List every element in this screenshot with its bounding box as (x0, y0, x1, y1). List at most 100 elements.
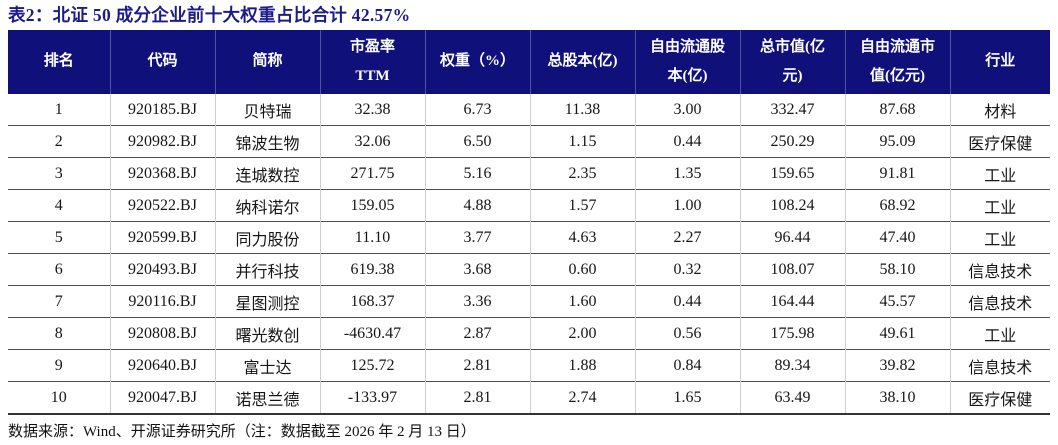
cell-name: 星图测控 (214, 285, 320, 318)
cell-name: 并行科技 (214, 253, 320, 286)
cell-weight_pct: 3.77 (424, 221, 530, 254)
cell-code: 920185.BJ (109, 94, 215, 126)
cell-free_float_market_cap: 68.92 (844, 189, 950, 222)
table-row: 8 920808.BJ 曙光数创 -4630.47 2.87 2.00 0.56 175.98… (8, 317, 1050, 350)
table-row: 5 920599.BJ 同力股份 11.10 3.77 4.63 2.27 96.44 47.4… (8, 221, 1050, 254)
cell-weight_pct: 6.50 (424, 125, 530, 158)
cell-free_float_market_cap: 39.82 (844, 349, 950, 382)
cell-industry: 医疗保健 (949, 125, 1050, 158)
cell-weight_pct: 2.87 (424, 317, 530, 350)
cell-pe_ttm: 271.75 (319, 157, 425, 190)
cell-total_market_cap: 108.24 (739, 189, 845, 222)
cell-free_float_market_cap: 87.68 (844, 94, 950, 126)
table-row: 7 920116.BJ 星图测控 168.37 3.36 1.60 0.44 164.44 45… (8, 285, 1050, 318)
table-row: 1 920185.BJ 贝特瑞 32.38 6.73 11.38 3.00 332.47 87.… (8, 94, 1050, 126)
cell-weight_pct: 5.16 (424, 157, 530, 190)
column-header-industry: 行业 (949, 30, 1050, 94)
cell-free_float_market_cap: 95.09 (844, 125, 950, 158)
cell-free_float_market_cap: 45.57 (844, 285, 950, 318)
cell-rank: 7 (8, 285, 110, 318)
table-row: 4 920522.BJ 纳科诺尔 159.05 4.88 1.57 1.00 108.24 68… (8, 189, 1050, 222)
table-row: 3 920368.BJ 连城数控 271.75 5.16 2.35 1.35 159.65 91… (8, 157, 1050, 190)
table-row: 6 920493.BJ 并行科技 619.38 3.68 0.60 0.32 108.07 58… (8, 253, 1050, 286)
cell-code: 920640.BJ (109, 349, 215, 382)
cell-free_float_shares: 1.35 (634, 157, 740, 190)
constituents-table: 排名 代码 简称 市盈率 TTM 权重（%） 总股本(亿) 自由流通股 本(亿) 总市值(亿 … (8, 30, 1050, 415)
cell-rank: 5 (8, 221, 110, 254)
column-header-rank: 排名 (8, 30, 110, 94)
cell-pe_ttm: -133.97 (319, 381, 425, 415)
cell-weight_pct: 3.36 (424, 285, 530, 318)
cell-industry: 材料 (949, 94, 1050, 126)
cell-pe_ttm: 32.06 (319, 125, 425, 158)
table-row: 10 920047.BJ 诺思兰德 -133.97 2.81 2.74 1.65 63.49 3… (8, 381, 1050, 415)
cell-industry: 信息技术 (949, 349, 1050, 382)
cell-weight_pct: 2.81 (424, 381, 530, 415)
cell-name: 连城数控 (214, 157, 320, 190)
cell-total_share_capital: 4.63 (529, 221, 635, 254)
cell-total_market_cap: 332.47 (739, 94, 845, 126)
cell-code: 920368.BJ (109, 157, 215, 190)
cell-free_float_shares: 0.56 (634, 317, 740, 350)
cell-pe_ttm: -4630.47 (319, 317, 425, 350)
cell-name: 曙光数创 (214, 317, 320, 350)
column-header-total_market_cap: 总市值(亿 元) (739, 30, 845, 94)
column-header-pe_ttm: 市盈率 TTM (319, 30, 425, 94)
cell-total_market_cap: 164.44 (739, 285, 845, 318)
cell-pe_ttm: 159.05 (319, 189, 425, 222)
cell-free_float_shares: 1.65 (634, 381, 740, 415)
cell-total_share_capital: 1.88 (529, 349, 635, 382)
cell-rank: 2 (8, 125, 110, 158)
cell-code: 920522.BJ (109, 189, 215, 222)
cell-weight_pct: 4.88 (424, 189, 530, 222)
table-head: 排名 代码 简称 市盈率 TTM 权重（%） 总股本(亿) 自由流通股 本(亿) 总市值(亿 … (8, 30, 1050, 94)
cell-rank: 9 (8, 349, 110, 382)
column-header-total_share_capital: 总股本(亿) (529, 30, 635, 94)
table-row: 9 920640.BJ 富士达 125.72 2.81 1.88 0.84 89.34 39.8… (8, 349, 1050, 382)
cell-code: 920493.BJ (109, 253, 215, 286)
cell-free_float_shares: 0.32 (634, 253, 740, 286)
cell-name: 同力股份 (214, 221, 320, 254)
cell-total_market_cap: 159.65 (739, 157, 845, 190)
cell-pe_ttm: 168.37 (319, 285, 425, 318)
cell-industry: 工业 (949, 317, 1050, 350)
cell-name: 贝特瑞 (214, 94, 320, 126)
cell-total_share_capital: 11.38 (529, 94, 635, 126)
cell-total_share_capital: 1.60 (529, 285, 635, 318)
column-header-free_float_market_cap: 自由流通市 值(亿元) (844, 30, 950, 94)
column-header-name: 简称 (214, 30, 320, 94)
cell-free_float_market_cap: 91.81 (844, 157, 950, 190)
cell-name: 锦波生物 (214, 125, 320, 158)
cell-free_float_market_cap: 47.40 (844, 221, 950, 254)
cell-industry: 工业 (949, 189, 1050, 222)
cell-pe_ttm: 32.38 (319, 94, 425, 126)
cell-rank: 10 (8, 381, 110, 415)
table-body: 1 920185.BJ 贝特瑞 32.38 6.73 11.38 3.00 332.47 87.… (8, 94, 1050, 415)
cell-weight_pct: 3.68 (424, 253, 530, 286)
cell-weight_pct: 6.73 (424, 94, 530, 126)
cell-total_share_capital: 1.15 (529, 125, 635, 158)
cell-free_float_shares: 0.84 (634, 349, 740, 382)
cell-code: 920982.BJ (109, 125, 215, 158)
cell-code: 920047.BJ (109, 381, 215, 415)
table-title: 表2：北证 50 成分企业前十大权重占比合计 42.57% (8, 5, 411, 25)
cell-pe_ttm: 11.10 (319, 221, 425, 254)
cell-rank: 1 (54, 100, 63, 118)
cell-free_float_shares: 2.27 (634, 221, 740, 254)
column-header-free_float_shares: 自由流通股 本(亿) (634, 30, 740, 94)
cell-free_float_market_cap: 49.61 (844, 317, 950, 350)
cell-free_float_market_cap: 38.10 (844, 381, 950, 415)
cell-name: 富士达 (214, 349, 320, 382)
cell-total_share_capital: 2.74 (529, 381, 635, 415)
cell-industry: 工业 (949, 221, 1050, 254)
cell-rank: 8 (8, 317, 110, 350)
column-header-weight_pct: 权重（%） (424, 30, 530, 94)
cell-free_float_market_cap: 58.10 (844, 253, 950, 286)
cell-free_float_shares: 0.44 (634, 285, 740, 318)
cell-industry: 信息技术 (949, 285, 1050, 318)
cell-total_market_cap: 63.49 (739, 381, 845, 415)
cell-total_market_cap: 175.98 (739, 317, 845, 350)
source-note: 数据来源：Wind、开源证券研究所（注：数据截至 2026 年 2 月 13 日… (8, 424, 476, 440)
cell-total_share_capital: 2.35 (529, 157, 635, 190)
